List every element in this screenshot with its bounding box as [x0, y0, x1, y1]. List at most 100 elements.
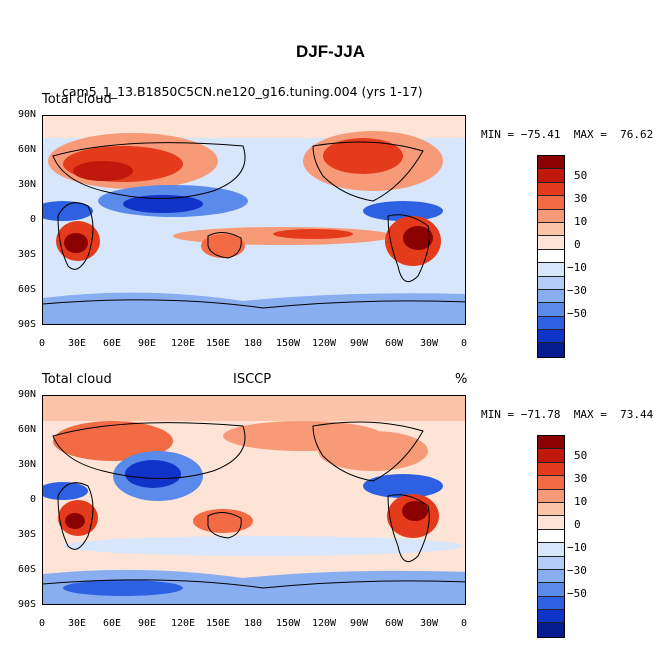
lon-tick: 120E [170, 338, 196, 349]
lat-tick: 60N [17, 144, 36, 155]
min-max-label: MIN = −71.78 MAX = 73.44 [481, 408, 654, 421]
map-obs-field [43, 396, 465, 604]
colorbar-label: 30 [574, 192, 588, 205]
lon-tick: 150W [275, 618, 301, 629]
lon-tick: 60W [384, 618, 404, 629]
lat-tick: 30N [17, 459, 36, 470]
colorbar-label: −50 [567, 587, 587, 600]
lat-tick: 90S [17, 599, 36, 610]
lon-tick: 120E [170, 618, 196, 629]
colorbar [537, 435, 565, 638]
lat-tick: 90N [17, 109, 36, 120]
lon-tick: 150W [275, 338, 301, 349]
lat-tick: 30S [17, 529, 36, 540]
colorbar-cell [538, 569, 564, 584]
colorbar-label: 50 [574, 169, 588, 182]
colorbar-cell [538, 583, 564, 597]
lon-tick: 120W [311, 618, 337, 629]
figure-title: DJF-JJA [296, 42, 365, 61]
colorbar-cell [538, 249, 564, 264]
colorbar-cell [538, 623, 564, 637]
min-max-label: MIN = −75.41 MAX = 76.62 [481, 128, 654, 141]
colorbar-cell [538, 316, 564, 331]
panel-left-label: Total cloud [42, 372, 112, 387]
lon-tick: 120W [311, 338, 337, 349]
lat-tick: 90S [17, 319, 36, 330]
lat-tick: 30S [17, 249, 36, 260]
lon-tick: 90W [349, 338, 369, 349]
colorbar-cell [538, 436, 564, 450]
lon-tick: 60E [102, 338, 122, 349]
lon-tick: 60W [384, 338, 404, 349]
colorbar-cell [538, 502, 564, 517]
colorbar-cell [538, 610, 564, 624]
colorbar-cell [538, 343, 564, 357]
lon-tick: 0 [460, 338, 468, 349]
lon-tick: 90E [137, 618, 157, 629]
lat-tick: 60N [17, 424, 36, 435]
colorbar-cell [538, 449, 564, 463]
lat-tick: 60S [17, 564, 36, 575]
panel-center-label: ISCCP [233, 372, 272, 387]
colorbar-cell [538, 529, 564, 544]
colorbar-label: 0 [574, 518, 581, 531]
panel-left-label: Total cloud [42, 92, 112, 107]
panel-center-label: cam5_1_13.B1850C5CN.ne120_g16.tuning.004… [62, 84, 423, 99]
colorbar-cell [538, 476, 564, 490]
colorbar-label: 50 [574, 449, 588, 462]
colorbar-cell [538, 182, 564, 197]
lon-tick: 60E [102, 618, 122, 629]
colorbar-cell [538, 236, 564, 250]
lon-tick: 30W [419, 618, 439, 629]
colorbar-label: 10 [574, 215, 588, 228]
lon-tick: 0 [38, 618, 46, 629]
colorbar-cell [538, 556, 564, 570]
colorbar-label: 0 [574, 238, 581, 251]
colorbar-label: 30 [574, 472, 588, 485]
colorbar-cell [538, 596, 564, 611]
lon-tick: 30W [419, 338, 439, 349]
colorbar-cell [538, 156, 564, 170]
colorbar-cell [538, 489, 564, 503]
colorbar-cell [538, 516, 564, 530]
lon-tick: 150E [205, 618, 231, 629]
panel-obs: Total cloud ISCCP % [0, 360, 661, 638]
colorbar-label: −10 [567, 541, 587, 554]
colorbar-cell [538, 276, 564, 290]
colorbar-cell [538, 543, 564, 557]
colorbar-cell [538, 169, 564, 183]
lon-tick: 90W [349, 618, 369, 629]
colorbar-cell [538, 209, 564, 223]
colorbar [537, 155, 565, 358]
colorbar-label: −30 [567, 284, 587, 297]
colorbar-cell [538, 462, 564, 477]
colorbar-label: 10 [574, 495, 588, 508]
colorbar-label: −30 [567, 564, 587, 577]
map-model-field [43, 116, 465, 324]
colorbar-cell [538, 289, 564, 304]
colorbar-cell [538, 303, 564, 317]
colorbar-cell [538, 222, 564, 237]
lat-tick: 60S [17, 284, 36, 295]
colorbar-cell [538, 330, 564, 344]
colorbar-label: −50 [567, 307, 587, 320]
colorbar-cell [538, 263, 564, 277]
lon-tick: 150E [205, 338, 231, 349]
panel-right-label: % [455, 372, 468, 387]
lat-tick: 90N [17, 389, 36, 400]
map-obs [42, 395, 466, 605]
lon-tick: 180 [243, 338, 263, 349]
lon-tick: 30E [67, 338, 87, 349]
colorbar-label: −10 [567, 261, 587, 274]
lat-tick: 0 [29, 214, 36, 225]
lon-tick: 180 [243, 618, 263, 629]
panel-model: Total cloud cam5_1_13.B1850C5CN.ne120_g1… [0, 80, 661, 358]
lon-tick: 90E [137, 338, 157, 349]
map-model [42, 115, 466, 325]
lon-tick: 30E [67, 618, 87, 629]
lat-tick: 30N [17, 179, 36, 190]
lon-tick: 0 [38, 338, 46, 349]
lon-tick: 0 [460, 618, 468, 629]
lat-tick: 0 [29, 494, 36, 505]
colorbar-cell [538, 196, 564, 210]
